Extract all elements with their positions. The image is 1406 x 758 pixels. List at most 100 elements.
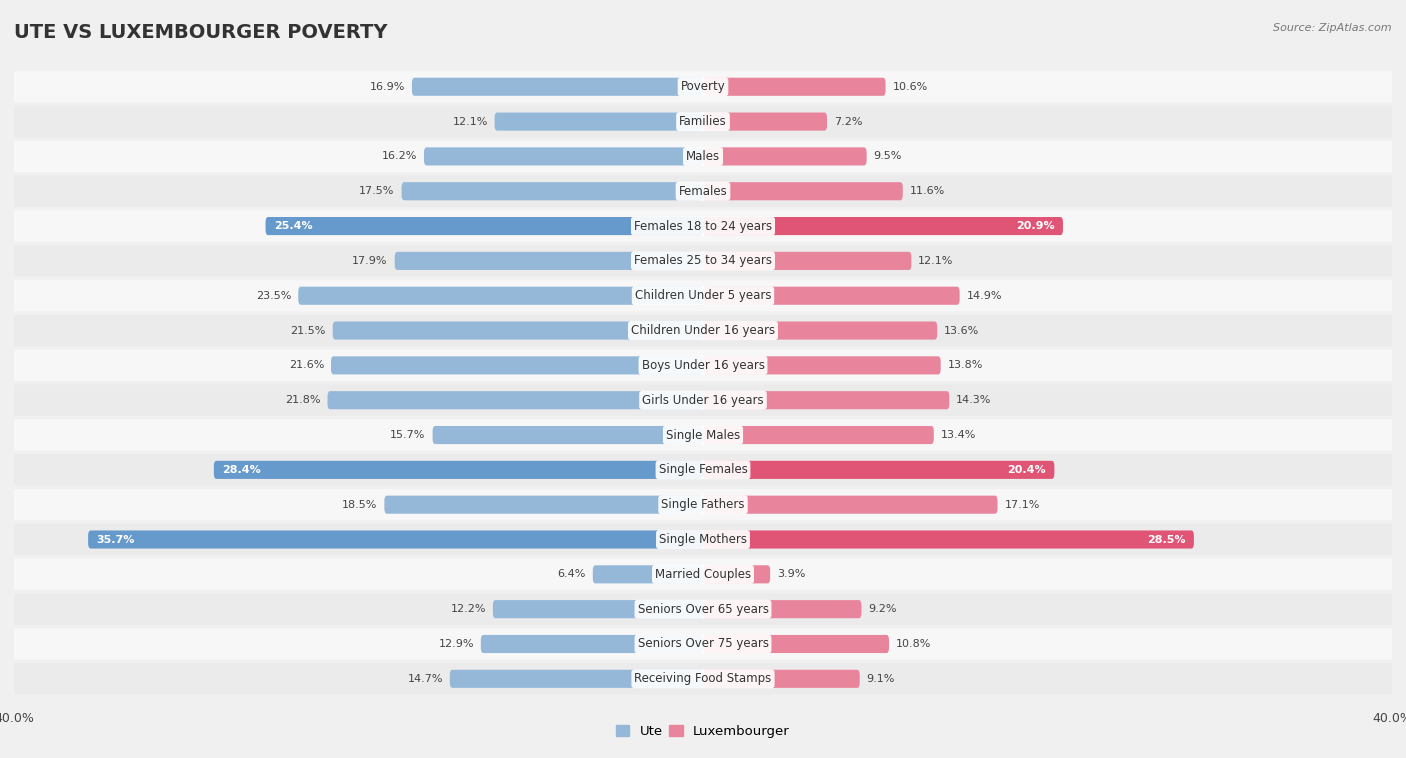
FancyBboxPatch shape — [6, 454, 1400, 486]
FancyBboxPatch shape — [6, 280, 1400, 312]
FancyBboxPatch shape — [6, 349, 1400, 381]
FancyBboxPatch shape — [6, 628, 1400, 659]
FancyBboxPatch shape — [495, 112, 703, 130]
FancyBboxPatch shape — [6, 663, 1400, 694]
FancyBboxPatch shape — [703, 78, 886, 96]
Text: 16.2%: 16.2% — [381, 152, 418, 161]
FancyBboxPatch shape — [6, 315, 1400, 346]
Text: UTE VS LUXEMBOURGER POVERTY: UTE VS LUXEMBOURGER POVERTY — [14, 23, 388, 42]
Legend: Ute, Luxembourger: Ute, Luxembourger — [610, 720, 796, 744]
Text: Single Fathers: Single Fathers — [661, 498, 745, 511]
Text: 13.6%: 13.6% — [945, 325, 980, 336]
Text: 17.5%: 17.5% — [360, 186, 395, 196]
FancyBboxPatch shape — [703, 321, 938, 340]
Text: 9.5%: 9.5% — [873, 152, 901, 161]
Text: 3.9%: 3.9% — [778, 569, 806, 579]
Text: 21.5%: 21.5% — [291, 325, 326, 336]
FancyBboxPatch shape — [703, 531, 1194, 549]
Text: Single Mothers: Single Mothers — [659, 533, 747, 546]
Text: 16.9%: 16.9% — [370, 82, 405, 92]
FancyBboxPatch shape — [328, 391, 703, 409]
Text: Seniors Over 65 years: Seniors Over 65 years — [637, 603, 769, 615]
FancyBboxPatch shape — [89, 531, 703, 549]
Text: 7.2%: 7.2% — [834, 117, 862, 127]
Text: 11.6%: 11.6% — [910, 186, 945, 196]
FancyBboxPatch shape — [703, 112, 827, 130]
FancyBboxPatch shape — [6, 176, 1400, 207]
FancyBboxPatch shape — [412, 78, 703, 96]
Text: 12.1%: 12.1% — [918, 256, 953, 266]
Text: 35.7%: 35.7% — [97, 534, 135, 544]
FancyBboxPatch shape — [266, 217, 703, 235]
Text: 10.6%: 10.6% — [893, 82, 928, 92]
FancyBboxPatch shape — [593, 565, 703, 584]
Text: 21.6%: 21.6% — [288, 360, 323, 371]
FancyBboxPatch shape — [6, 594, 1400, 625]
FancyBboxPatch shape — [6, 419, 1400, 451]
FancyBboxPatch shape — [703, 182, 903, 200]
FancyBboxPatch shape — [450, 670, 703, 688]
Text: 14.7%: 14.7% — [408, 674, 443, 684]
Text: Single Males: Single Males — [666, 428, 740, 441]
FancyBboxPatch shape — [703, 670, 859, 688]
FancyBboxPatch shape — [703, 496, 997, 514]
FancyBboxPatch shape — [703, 565, 770, 584]
FancyBboxPatch shape — [703, 252, 911, 270]
FancyBboxPatch shape — [481, 635, 703, 653]
Text: Poverty: Poverty — [681, 80, 725, 93]
Text: Females 25 to 34 years: Females 25 to 34 years — [634, 255, 772, 268]
FancyBboxPatch shape — [384, 496, 703, 514]
Text: 6.4%: 6.4% — [558, 569, 586, 579]
FancyBboxPatch shape — [494, 600, 703, 619]
Text: 20.9%: 20.9% — [1015, 221, 1054, 231]
Text: 28.5%: 28.5% — [1147, 534, 1185, 544]
FancyBboxPatch shape — [333, 321, 703, 340]
FancyBboxPatch shape — [6, 246, 1400, 277]
Text: 12.9%: 12.9% — [439, 639, 474, 649]
Text: 13.8%: 13.8% — [948, 360, 983, 371]
Text: 12.1%: 12.1% — [453, 117, 488, 127]
Text: 13.4%: 13.4% — [941, 430, 976, 440]
Text: Females 18 to 24 years: Females 18 to 24 years — [634, 220, 772, 233]
FancyBboxPatch shape — [6, 106, 1400, 137]
Text: Females: Females — [679, 185, 727, 198]
Text: 28.4%: 28.4% — [222, 465, 262, 475]
Text: 10.8%: 10.8% — [896, 639, 931, 649]
FancyBboxPatch shape — [402, 182, 703, 200]
Text: Receiving Food Stamps: Receiving Food Stamps — [634, 672, 772, 685]
FancyBboxPatch shape — [703, 147, 866, 165]
Text: Children Under 5 years: Children Under 5 years — [634, 290, 772, 302]
FancyBboxPatch shape — [6, 489, 1400, 520]
Text: 20.4%: 20.4% — [1007, 465, 1046, 475]
FancyBboxPatch shape — [703, 635, 889, 653]
Text: 21.8%: 21.8% — [285, 395, 321, 406]
Text: Single Females: Single Females — [658, 463, 748, 476]
Text: Married Couples: Married Couples — [655, 568, 751, 581]
Text: 25.4%: 25.4% — [274, 221, 312, 231]
FancyBboxPatch shape — [703, 600, 862, 619]
Text: 12.2%: 12.2% — [450, 604, 486, 614]
Text: Source: ZipAtlas.com: Source: ZipAtlas.com — [1274, 23, 1392, 33]
Text: Boys Under 16 years: Boys Under 16 years — [641, 359, 765, 372]
Text: 17.1%: 17.1% — [1004, 500, 1040, 509]
Text: Girls Under 16 years: Girls Under 16 years — [643, 393, 763, 407]
Text: 9.2%: 9.2% — [869, 604, 897, 614]
FancyBboxPatch shape — [6, 141, 1400, 172]
FancyBboxPatch shape — [6, 559, 1400, 590]
Text: Males: Males — [686, 150, 720, 163]
FancyBboxPatch shape — [703, 391, 949, 409]
Text: 23.5%: 23.5% — [256, 291, 291, 301]
FancyBboxPatch shape — [330, 356, 703, 374]
FancyBboxPatch shape — [395, 252, 703, 270]
FancyBboxPatch shape — [6, 524, 1400, 555]
Text: 14.3%: 14.3% — [956, 395, 991, 406]
Text: 18.5%: 18.5% — [342, 500, 377, 509]
FancyBboxPatch shape — [703, 217, 1063, 235]
FancyBboxPatch shape — [298, 287, 703, 305]
Text: 17.9%: 17.9% — [353, 256, 388, 266]
FancyBboxPatch shape — [214, 461, 703, 479]
Text: Families: Families — [679, 115, 727, 128]
FancyBboxPatch shape — [703, 461, 1054, 479]
Text: Children Under 16 years: Children Under 16 years — [631, 324, 775, 337]
FancyBboxPatch shape — [703, 287, 960, 305]
